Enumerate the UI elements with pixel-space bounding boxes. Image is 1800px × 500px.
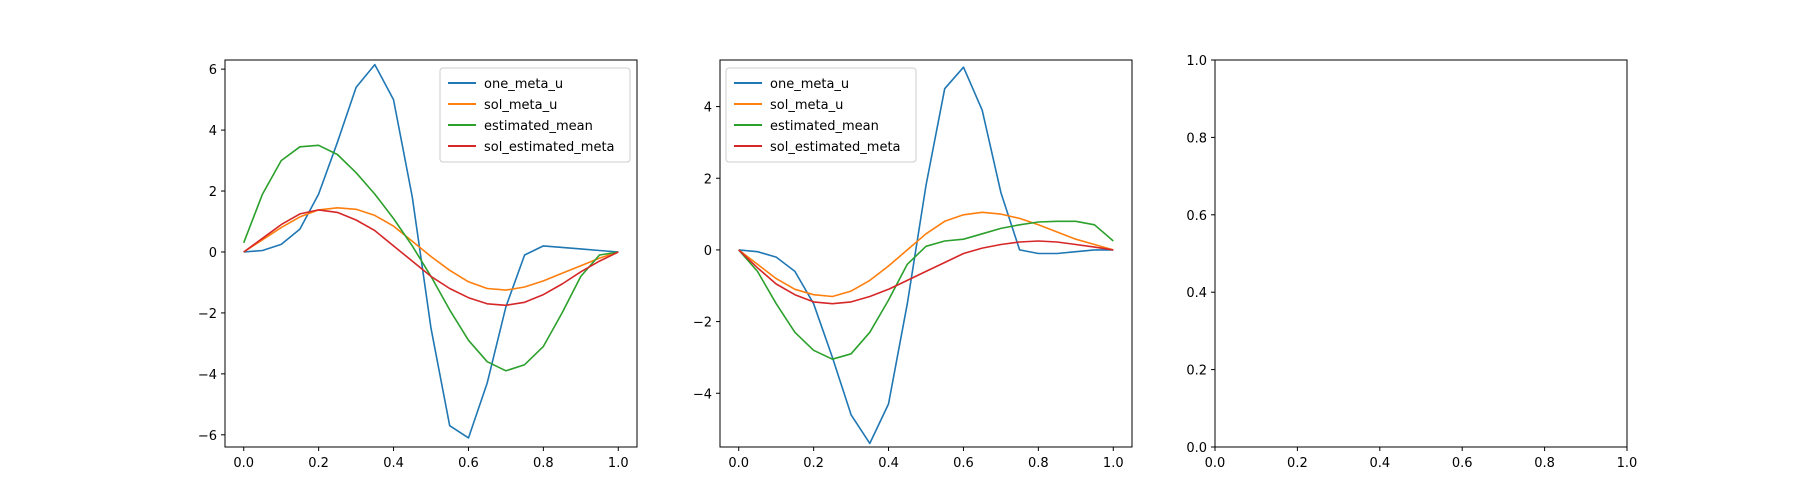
legend: one_meta_u sol_meta_u estimated_mean sol_es… (439, 67, 631, 163)
legend-label-sol_meta_u: sol_meta_u (484, 98, 557, 113)
x-tick-label: 0.8 (1028, 456, 1049, 471)
legend: one_meta_u sol_meta_u estimated_mean sol_es… (725, 67, 917, 163)
legend-label-estimated_mean: estimated_mean (770, 119, 879, 134)
plot-frame (224, 59, 638, 448)
y-tick-label: −2 (198, 307, 217, 322)
y-tick-label: −6 (198, 429, 217, 444)
chart-panel-3: 0.0 0.2 0.4 0.6 0.8 1.0 0.0 0.2 0.4 0.6 0.8 1.0 (1186, 54, 1637, 471)
x-tick-label: 0.0 (728, 456, 749, 471)
y-tick-label: 0 (704, 244, 712, 259)
y-tick-label: 4 (209, 124, 217, 139)
y-tick-label: 0 (209, 246, 217, 261)
x-tick-label: 0.4 (1369, 456, 1390, 471)
x-tick-label: 1.0 (1617, 456, 1638, 471)
series-line-one_meta_u (738, 66, 1114, 445)
x-tick-label: 0.8 (1534, 456, 1555, 471)
legend-label-one_meta_u: one_meta_u (770, 77, 849, 92)
series-line-estimated_mean (738, 220, 1114, 360)
x-tick-label: 0.6 (953, 456, 974, 471)
series-line-sol_meta_u (243, 207, 619, 291)
y-tick-label: 6 (209, 63, 217, 78)
chart-panel-1: 0.0 0.2 0.4 0.6 0.8 1.0 −6 −4 −2 0 2 4 6 one_meta_uso… (198, 59, 638, 471)
legend-label-sol_meta_u: sol_meta_u (770, 98, 843, 113)
x-tick-label: 0.4 (383, 456, 404, 471)
x-tick-label: 1.0 (608, 456, 629, 471)
legend-label-estimated_mean: estimated_mean (484, 119, 593, 134)
legend-label-sol_estimated_meta: sol_estimated_meta (484, 140, 615, 155)
y-tick-label: 0.6 (1186, 209, 1207, 224)
y-tick-label: 4 (704, 101, 712, 116)
x-tick-label: 0.0 (1205, 456, 1226, 471)
legend-label-one_meta_u: one_meta_u (484, 77, 563, 92)
x-tick-label: 0.2 (308, 456, 329, 471)
legend-box (725, 67, 917, 163)
x-tick-label: 0.2 (1287, 456, 1308, 471)
x-tick-label: 0.8 (533, 456, 554, 471)
y-tick-label: 0.8 (1186, 131, 1207, 146)
x-tick-label: 0.4 (878, 456, 899, 471)
y-tick-label: 2 (704, 172, 712, 187)
y-tick-label: 2 (209, 185, 217, 200)
series-line-sol_estimated_meta (738, 240, 1114, 305)
plot-frame (1214, 59, 1628, 448)
chart-panel-2: 0.0 0.2 0.4 0.6 0.8 1.0 −4 −2 0 2 4 one_meta_u sol_m… (693, 59, 1133, 471)
x-tick-label: 1.0 (1103, 456, 1124, 471)
x-tick-label: 0.6 (458, 456, 479, 471)
y-tick-label: 0.0 (1186, 441, 1207, 456)
x-tick-label: 0.6 (1452, 456, 1473, 471)
y-tick-label: 1.0 (1186, 54, 1207, 69)
legend-box (439, 67, 631, 163)
y-tick-label: −4 (693, 387, 712, 402)
series-line-sol_meta_u (738, 211, 1114, 298)
x-tick-label: 0.0 (233, 456, 254, 471)
legend-label-sol_estimated_meta: sol_estimated_meta (770, 140, 901, 155)
plot-frame (719, 59, 1133, 448)
x-tick-label: 0.2 (803, 456, 824, 471)
series-line-sol_estimated_meta (243, 209, 619, 307)
y-tick-label: −4 (198, 368, 217, 383)
y-tick-label: 0.2 (1186, 364, 1207, 379)
series-line-one_meta_u (243, 63, 619, 439)
y-tick-label: −2 (693, 316, 712, 331)
y-tick-label: 0.4 (1186, 286, 1207, 301)
